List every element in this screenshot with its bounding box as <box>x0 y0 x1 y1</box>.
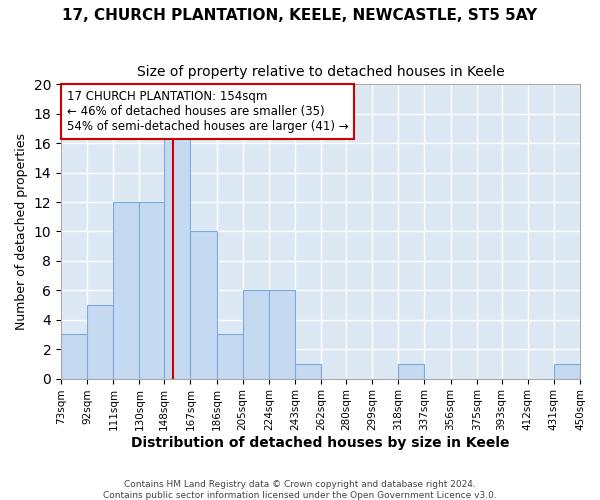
Bar <box>139 202 164 378</box>
Bar <box>398 364 424 378</box>
Bar <box>243 290 269 378</box>
Bar <box>217 334 243 378</box>
Bar <box>164 128 190 378</box>
Bar <box>295 364 321 378</box>
Bar <box>113 202 139 378</box>
Text: Contains HM Land Registry data © Crown copyright and database right 2024.
Contai: Contains HM Land Registry data © Crown c… <box>103 480 497 500</box>
Bar <box>554 364 580 378</box>
Y-axis label: Number of detached properties: Number of detached properties <box>15 133 28 330</box>
X-axis label: Distribution of detached houses by size in Keele: Distribution of detached houses by size … <box>131 436 510 450</box>
Bar <box>87 305 113 378</box>
Text: 17, CHURCH PLANTATION, KEELE, NEWCASTLE, ST5 5AY: 17, CHURCH PLANTATION, KEELE, NEWCASTLE,… <box>62 8 538 22</box>
Text: 17 CHURCH PLANTATION: 154sqm
← 46% of detached houses are smaller (35)
54% of se: 17 CHURCH PLANTATION: 154sqm ← 46% of de… <box>67 90 348 133</box>
Title: Size of property relative to detached houses in Keele: Size of property relative to detached ho… <box>137 65 505 79</box>
Bar <box>190 232 217 378</box>
Bar <box>269 290 295 378</box>
Bar <box>61 334 87 378</box>
